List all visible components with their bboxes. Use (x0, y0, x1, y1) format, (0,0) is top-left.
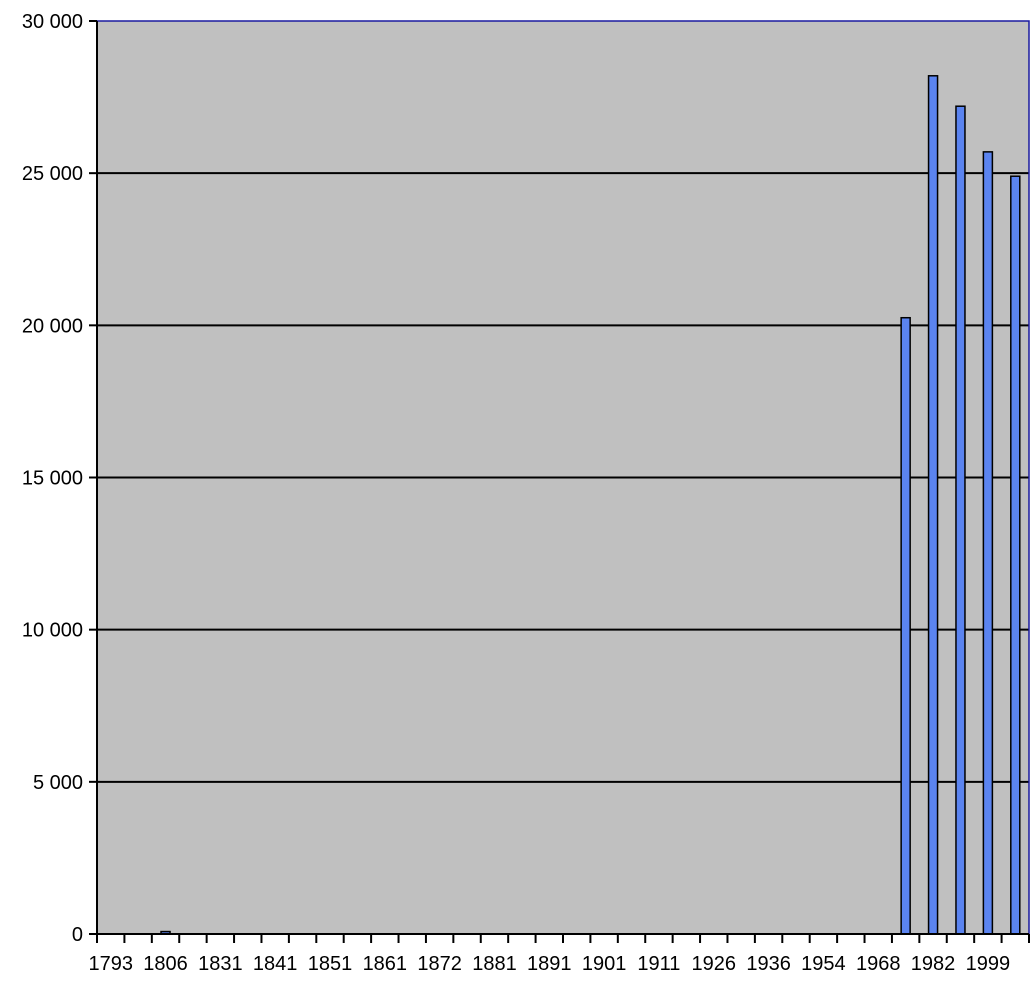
x-tick-label: 1891 (527, 953, 572, 975)
x-tick-label: 1851 (308, 953, 353, 975)
x-tick-label: 1793 (88, 953, 133, 975)
x-tick-label: 1911 (637, 953, 680, 975)
bar-1999 (982, 151, 994, 935)
y-tick-label: 0 (72, 924, 83, 946)
x-tick-label: 1841 (253, 953, 298, 975)
x-tick-label: 1806 (143, 953, 188, 975)
x-tick-label: 1926 (692, 953, 737, 975)
y-tick-label: 20 000 (22, 315, 83, 337)
bar-1990 (955, 105, 966, 935)
x-tick-label: 1831 (198, 953, 243, 975)
x-tick-label: 1999 (966, 953, 1011, 975)
x-tick-label: 1881 (472, 953, 517, 975)
x-tick-label: 1954 (801, 953, 846, 975)
x-tick-label: 1936 (746, 953, 791, 975)
y-tick-label: 25 000 (22, 163, 83, 185)
y-tick-label: 15 000 (22, 468, 83, 490)
y-tick-label: 10 000 (22, 620, 83, 642)
x-tick-label: 1901 (582, 953, 627, 975)
x-tick-label: 1872 (417, 953, 462, 975)
y-axis: 0 5 000 10 000 15 000 20 000 25 000 30 000 (22, 11, 97, 946)
y-tick-label: 30 000 (22, 11, 83, 33)
grid-lines (97, 172, 1029, 783)
bar-1975 (900, 316, 911, 935)
x-tick-label: 1968 (856, 953, 901, 975)
x-tick-label: 1982 (911, 953, 956, 975)
bar-2006 (1010, 175, 1021, 935)
x-tick-label: 1861 (363, 953, 408, 975)
x-axis: 1793 1806 1831 1841 1851 1861 1872 1881 1891 1901… (88, 934, 1030, 975)
bar-1982 (927, 75, 939, 935)
y-tick-label: 5 000 (33, 772, 83, 794)
